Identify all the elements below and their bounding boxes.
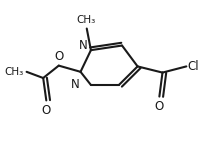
Text: CH₃: CH₃ [4,67,24,77]
Text: Cl: Cl [187,60,199,73]
Text: CH₃: CH₃ [76,15,95,25]
Text: O: O [54,50,63,63]
Text: O: O [155,100,164,113]
Text: N: N [71,78,79,91]
Text: N: N [79,39,88,52]
Text: O: O [42,104,51,117]
